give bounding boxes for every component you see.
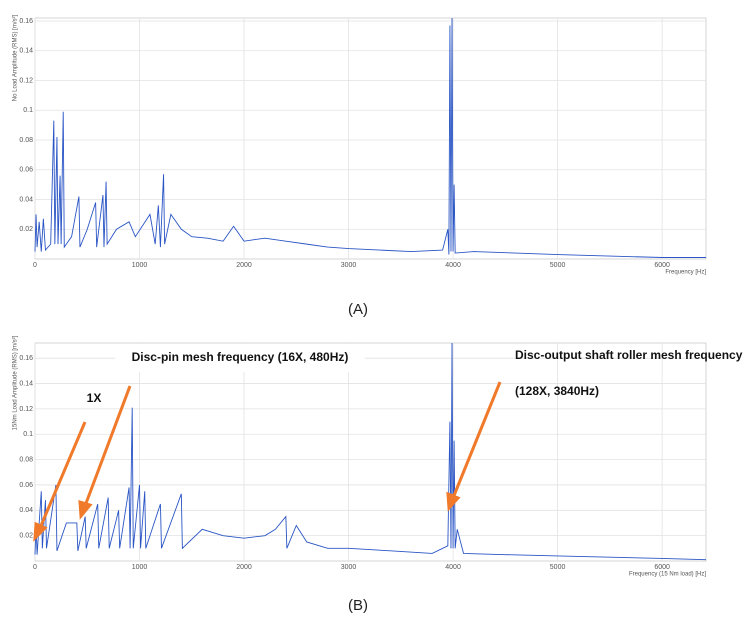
x-tick-label: 2000 [236,262,252,269]
arrow [83,385,132,507]
annotation: Disc-output shaft roller mesh frequency [515,348,743,362]
x-tick-label: 6000 [654,564,670,571]
x-tick-label: 5000 [550,262,566,269]
y-tick-label: 0.1 [23,431,33,438]
spectrum-line [34,17,706,258]
chart: 0 1000 2000 3000 4000 5000 6000 0.02 0.04 0.06 0.0… [13,335,743,614]
caption: (A) [348,301,368,318]
y-tick-label: 0.1 [23,107,33,114]
x-axis-label: Frequency (15 Nm load) [Hz] [629,572,706,578]
y-tick-label: 0.04 [19,196,33,203]
annotation: Disc-pin mesh frequency (16X, 480Hz) [132,350,349,364]
x-tick-label: 3000 [341,262,357,269]
y-tick-label: 0.02 [19,532,33,539]
x-tick-label: 6000 [654,262,670,269]
y-tick-label: 0.14 [19,380,33,387]
annotation: 1X [87,391,102,405]
y-tick-label: 0.16 [19,355,33,362]
arrow-head [446,491,461,512]
y-tick-label: 0.04 [19,507,33,514]
spectrum-line [34,342,707,561]
y-tick-label: 0.16 [19,18,33,25]
plot-area [34,342,707,562]
annotation-background [115,344,365,372]
caption: (B) [348,597,368,614]
arrow [451,381,502,499]
y-tick-label: 0.12 [19,77,33,84]
x-tick-label: 1000 [132,262,148,269]
y-tick-label: 0.02 [19,226,33,233]
arrow [38,421,87,529]
x-tick-label: 0 [33,564,37,571]
arrow-head [33,521,48,542]
y-tick-label: 0.14 [19,48,33,55]
arrow-head [78,499,93,520]
y-tick-label: 0.08 [19,456,33,463]
y-tick-label: 0.06 [19,167,33,174]
x-tick-label: 3000 [341,564,357,571]
x-tick-label: 1000 [132,564,148,571]
x-tick-label: 5000 [550,564,566,571]
y-axis-label: No Load Amplitude (RMS) [m/s²] [13,14,19,101]
y-tick-label: 0.08 [19,137,33,144]
y-tick-label: 0.06 [19,482,33,489]
y-axis-label: 15Nm Load Amplitude (RMS) [m/s²] [13,335,19,430]
annotation: (128X, 3840Hz) [515,384,599,398]
chart: 0 1000 2000 3000 4000 5000 6000 0.02 0.04 0.06 0.0… [13,14,707,317]
x-tick-label: 0 [33,262,37,269]
x-tick-label: 4000 [445,564,461,571]
arrows [33,381,502,542]
y-tick-label: 0.12 [19,406,33,413]
plot-area [34,17,707,260]
x-axis-label: Frequency [Hz] [665,270,706,276]
x-tick-label: 4000 [445,262,461,269]
x-tick-label: 2000 [236,564,252,571]
